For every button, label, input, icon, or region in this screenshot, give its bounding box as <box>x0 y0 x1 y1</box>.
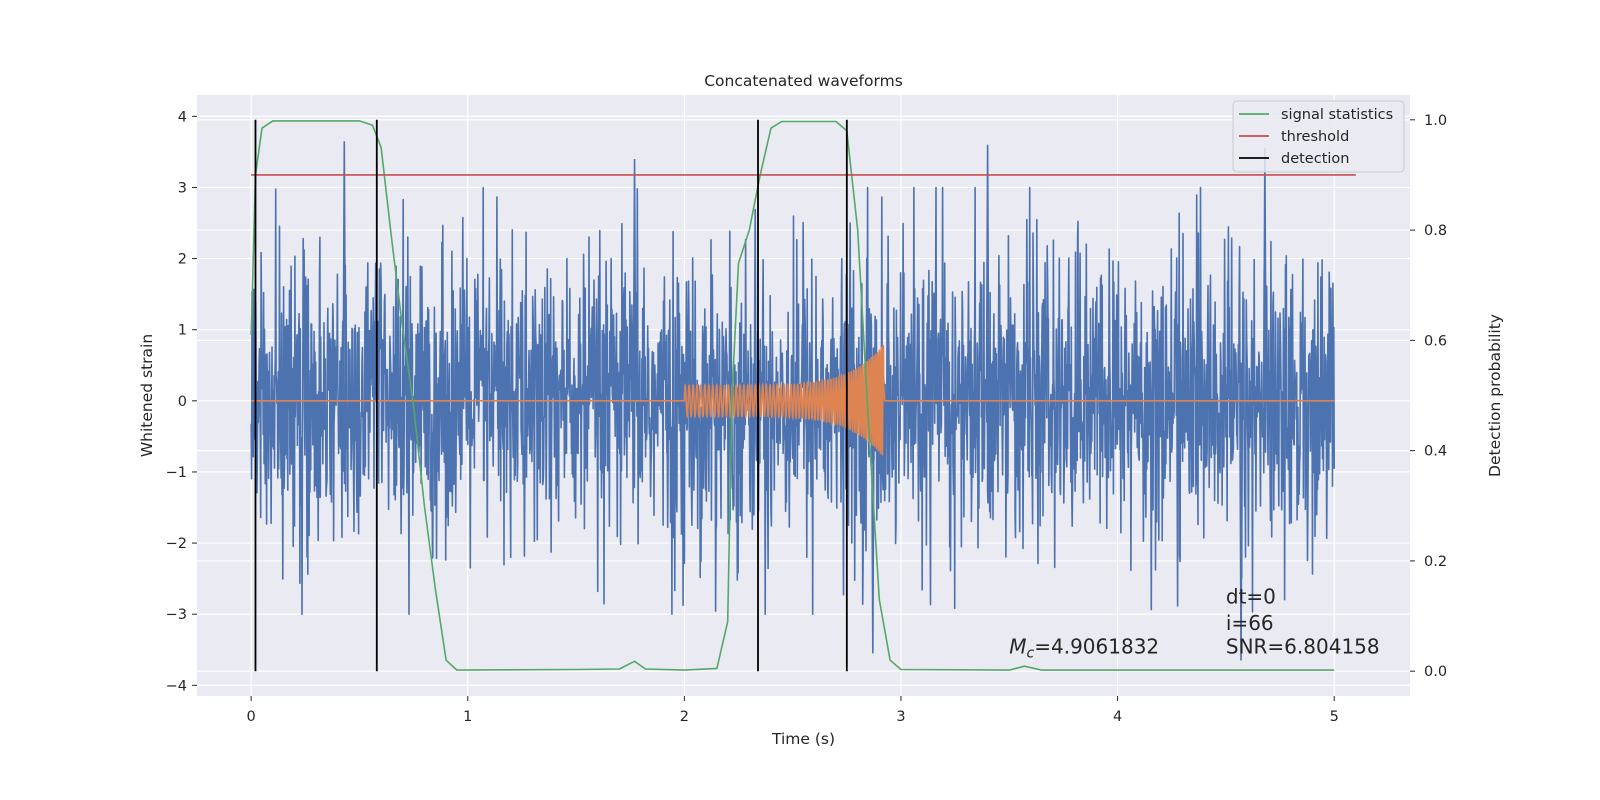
noise-spike <box>632 159 637 401</box>
x-axis-label: Time (s) <box>771 730 835 748</box>
chart-title: Concatenated waveforms <box>704 72 903 90</box>
x-tick-label: 1 <box>463 709 472 725</box>
y-right-tick-label: 0.8 <box>1424 223 1447 239</box>
y-right-tick-label: 0.6 <box>1424 333 1447 349</box>
data-layer <box>250 119 1356 672</box>
annotation-chirp-mass: Mc=4.9061832 <box>1009 634 1159 661</box>
legend-label: threshold <box>1281 129 1349 145</box>
annotation-chirp-mass-value: =4.9061832 <box>1034 634 1159 658</box>
x-tick-label: 0 <box>247 709 256 725</box>
y-axis-label: Whitened strain <box>138 334 156 457</box>
legend-label: detection <box>1281 151 1349 167</box>
legend-label: signal statistics <box>1281 107 1393 123</box>
y-tick-label: 0 <box>178 394 187 410</box>
y-tick-label: 4 <box>178 109 187 125</box>
legend-box <box>1232 100 1405 173</box>
annotation-chirp-mass-subscript: c <box>1027 645 1035 661</box>
x-tick-label: 4 <box>1113 709 1122 725</box>
x-tick-label: 3 <box>896 709 905 725</box>
chirp-waveform-line <box>251 344 1335 456</box>
y-tick-label: −3 <box>166 607 187 623</box>
axes: 0 1 2 3 4 5 −4 −3 −2 −1 0 1 2 3 4 0.0 0.2 0.4 0.6 0.8 1.0 <box>166 109 1447 725</box>
y-tick-label: −4 <box>166 678 187 694</box>
y-axis-right-label: Detection probability <box>1486 314 1504 477</box>
x-tick-label: 2 <box>680 709 689 725</box>
annotation-i: i=66 <box>1226 611 1274 635</box>
signal-statistics-line <box>250 120 1335 671</box>
noise-spike <box>985 144 990 401</box>
y-tick-label: −2 <box>166 536 187 552</box>
x-tick-label: 5 <box>1330 709 1339 725</box>
y-tick-label: 3 <box>178 180 187 196</box>
annotations: dt=0 i=66 Mc=4.9061832 SNR=6.804158 <box>1009 585 1379 662</box>
annotation-snr: SNR=6.804158 <box>1226 634 1380 658</box>
y-tick-label: 1 <box>178 323 187 339</box>
noise-spike <box>342 141 347 401</box>
y-right-tick-label: 1.0 <box>1424 113 1447 129</box>
legend: signal statistics threshold detection <box>1232 100 1405 173</box>
y-right-tick-label: 0.2 <box>1424 554 1447 570</box>
noise-strain-line <box>250 186 1335 615</box>
y-tick-label: 2 <box>178 252 187 268</box>
y-tick-label: −1 <box>166 465 187 481</box>
y-right-tick-label: 0.0 <box>1424 664 1447 680</box>
annotation-dt: dt=0 <box>1226 585 1276 609</box>
annotation-chirp-mass-symbol: M <box>1009 634 1026 658</box>
y-right-tick-label: 0.4 <box>1424 444 1447 460</box>
